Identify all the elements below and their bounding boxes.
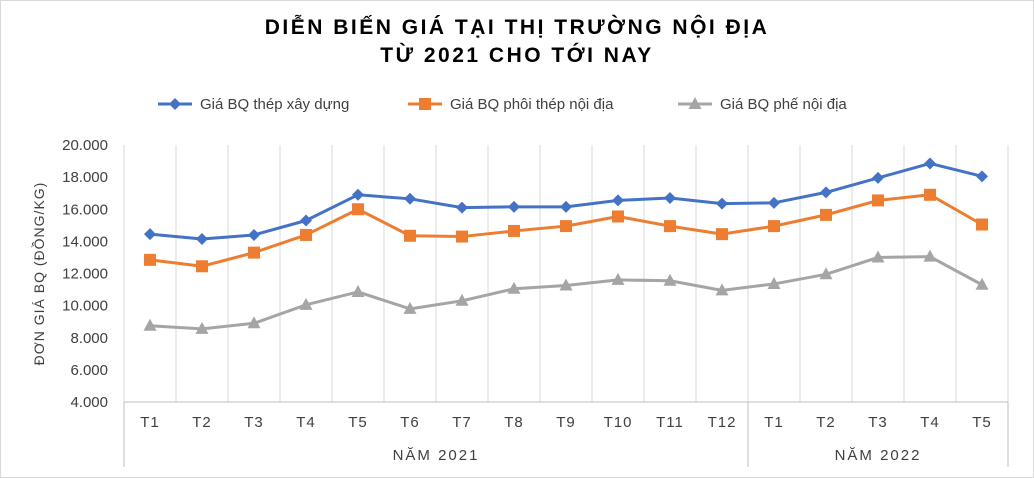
data-point bbox=[767, 276, 781, 289]
x-tick-label: T6 bbox=[400, 414, 420, 431]
data-point bbox=[169, 98, 181, 110]
data-point bbox=[195, 321, 209, 334]
data-point bbox=[560, 200, 572, 213]
data-point bbox=[351, 284, 365, 297]
data-point bbox=[716, 228, 728, 241]
data-point bbox=[768, 196, 780, 209]
data-point bbox=[976, 218, 988, 231]
data-point bbox=[300, 214, 312, 227]
x-tick-label: T1 bbox=[140, 414, 160, 431]
data-point bbox=[247, 316, 261, 329]
x-tick-label: T11 bbox=[656, 414, 684, 431]
chart-title-line-2: TỪ 2021 CHO TỚI NAY bbox=[380, 44, 654, 67]
data-point bbox=[248, 228, 260, 241]
data-point bbox=[820, 186, 832, 199]
data-point bbox=[924, 157, 936, 170]
y-tick-label: 16.000 bbox=[62, 201, 108, 218]
x-tick-label: T10 bbox=[604, 414, 633, 431]
data-point bbox=[144, 253, 156, 266]
data-point bbox=[871, 250, 885, 263]
data-point bbox=[299, 297, 313, 310]
data-point bbox=[144, 228, 156, 241]
y-axis-label: ĐƠN GIÁ BQ (ĐỒNG/KG) bbox=[30, 182, 47, 366]
data-point bbox=[924, 188, 936, 201]
x-tick-label: T5 bbox=[972, 414, 992, 431]
y-tick-label: 6.000 bbox=[70, 362, 108, 379]
y-tick-label: 20.000 bbox=[62, 137, 108, 154]
legend-label: Giá BQ thép xây dựng bbox=[200, 96, 349, 113]
data-point bbox=[560, 220, 572, 233]
data-point bbox=[456, 201, 468, 214]
data-point bbox=[508, 200, 520, 213]
x-group-label: NĂM 2022 bbox=[835, 447, 922, 464]
data-point bbox=[419, 98, 431, 110]
data-point bbox=[300, 228, 312, 241]
data-point bbox=[248, 246, 260, 259]
data-point bbox=[196, 260, 208, 273]
data-point bbox=[456, 230, 468, 243]
data-point bbox=[923, 249, 937, 262]
data-point bbox=[507, 281, 521, 294]
chart-title-line-1: DIỄN BIẾN GIÁ TẠI THỊ TRƯỜNG NỘI ĐỊA bbox=[264, 16, 770, 39]
data-point bbox=[975, 277, 989, 290]
data-point bbox=[612, 194, 624, 207]
x-tick-label: T8 bbox=[504, 414, 524, 431]
x-group-label: NĂM 2021 bbox=[393, 447, 480, 464]
data-point bbox=[403, 301, 417, 314]
y-tick-label: 4.000 bbox=[70, 394, 108, 411]
data-point bbox=[352, 188, 364, 201]
data-point bbox=[196, 232, 208, 245]
x-tick-label: T3 bbox=[868, 414, 888, 431]
data-point bbox=[404, 229, 416, 242]
data-point bbox=[143, 318, 157, 331]
data-point bbox=[976, 170, 988, 183]
data-point bbox=[688, 97, 702, 109]
x-tick-label: T7 bbox=[452, 414, 472, 431]
series-line bbox=[149, 255, 983, 331]
legend-label: Giá BQ phôi thép nội địa bbox=[450, 96, 614, 113]
legend-label: Giá BQ phế nội địa bbox=[720, 96, 847, 113]
data-point bbox=[404, 192, 416, 205]
data-point bbox=[872, 171, 884, 184]
x-tick-label: T1 bbox=[764, 414, 784, 431]
data-point bbox=[612, 210, 624, 223]
y-tick-label: 14.000 bbox=[62, 233, 108, 250]
x-tick-label: T4 bbox=[920, 414, 940, 431]
x-tick-label: T4 bbox=[296, 414, 316, 431]
data-point bbox=[819, 267, 833, 280]
data-point bbox=[768, 220, 780, 233]
data-point bbox=[872, 194, 884, 207]
data-point bbox=[352, 203, 364, 216]
x-tick-label: T9 bbox=[556, 414, 576, 431]
y-tick-label: 12.000 bbox=[62, 266, 108, 283]
x-tick-label: T2 bbox=[192, 414, 212, 431]
y-tick-label: 8.000 bbox=[70, 330, 108, 347]
data-point bbox=[664, 220, 676, 233]
data-point bbox=[820, 208, 832, 221]
x-tick-label: T2 bbox=[816, 414, 836, 431]
data-point bbox=[716, 197, 728, 210]
data-point bbox=[559, 278, 573, 291]
data-point bbox=[508, 224, 520, 237]
data-point bbox=[455, 293, 469, 306]
x-tick-label: T3 bbox=[244, 414, 264, 431]
data-point bbox=[611, 272, 625, 285]
data-point bbox=[663, 273, 677, 286]
y-tick-label: 10.000 bbox=[62, 298, 108, 315]
data-point bbox=[664, 192, 676, 205]
data-point bbox=[715, 283, 729, 296]
x-tick-label: T5 bbox=[348, 414, 368, 431]
chart-title: DIỄN BIẾN GIÁ TẠI THỊ TRƯỜNG NỘI ĐỊA TỪ … bbox=[0, 14, 1034, 70]
x-tick-label: T12 bbox=[708, 414, 737, 431]
y-tick-label: 18.000 bbox=[62, 169, 108, 186]
